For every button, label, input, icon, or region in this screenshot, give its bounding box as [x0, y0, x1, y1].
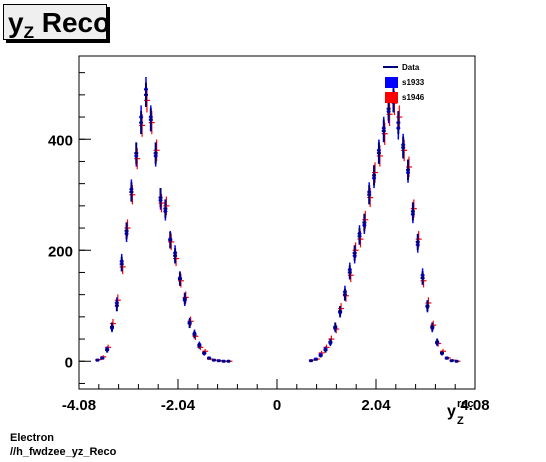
legend-s1946-label: s1946 [402, 93, 425, 102]
data-point [318, 353, 323, 358]
data-point [323, 347, 328, 353]
x-tick-label: -4.08 [62, 397, 96, 414]
data-point [435, 338, 440, 346]
data-point [420, 271, 425, 285]
data-point [410, 202, 415, 221]
x-tick-label: 4.08 [460, 397, 489, 414]
data-point [333, 322, 338, 332]
data-point [202, 350, 207, 356]
data-point [454, 360, 459, 363]
data-marks [95, 77, 461, 363]
data-point [396, 111, 401, 135]
data-point [357, 228, 362, 245]
data-point [187, 318, 192, 329]
data-point [313, 358, 318, 361]
data-point [182, 292, 187, 305]
data-point [129, 182, 134, 202]
data-point [221, 360, 226, 363]
data-point [216, 359, 221, 362]
data-point [95, 359, 100, 362]
data-point [124, 222, 129, 240]
data-point [381, 119, 386, 143]
data-point [338, 306, 343, 317]
plot-frame [78, 55, 476, 390]
data-point [177, 272, 182, 286]
footer-electron: Electron [10, 432, 55, 444]
axes-group: -4.08 -2.04 0 2.04 4.08 0 200 400 [48, 72, 490, 414]
data-point [406, 159, 411, 181]
data-point [110, 322, 114, 332]
data-point [207, 357, 212, 360]
data-point [119, 256, 124, 272]
legend-s1933-swatch [385, 77, 398, 88]
data-point [139, 111, 144, 135]
data-point [352, 245, 357, 261]
data-point [440, 350, 444, 356]
x-axis-label-main: y [447, 403, 456, 420]
data-point [347, 265, 352, 280]
data-point [163, 199, 168, 218]
x-tick-label: -2.04 [161, 397, 196, 414]
legend: Data s1933 s1946 [383, 63, 425, 103]
footer-histogram-path: //h_fwdzee_yz_Reco [10, 446, 117, 458]
data-point [134, 142, 139, 164]
data-point [376, 142, 381, 164]
data-point [449, 359, 454, 362]
chart-title: yZ Reco [3, 4, 111, 42]
data-point [105, 347, 110, 353]
y-tick-label: 0 [65, 354, 73, 371]
data-point [211, 359, 216, 362]
data-point [114, 300, 119, 312]
data-point [362, 213, 367, 232]
data-point [192, 330, 197, 339]
data-point [143, 82, 148, 108]
data-point [100, 357, 105, 360]
data-point [158, 187, 163, 208]
data-point [168, 232, 173, 249]
title-rest: Reco [33, 7, 111, 38]
data-point [430, 322, 435, 332]
x-axis-label-subscript: Z [457, 415, 464, 427]
title-main: y [8, 7, 24, 38]
x-tick-label: 0 [273, 397, 281, 414]
x-axis-label-superscript: rec [457, 398, 474, 410]
title-subscript: Z [23, 23, 34, 42]
data-point [328, 338, 333, 346]
data-point [226, 360, 231, 363]
data-point [197, 342, 202, 349]
data-point [415, 233, 420, 251]
x-tick-label: 2.04 [361, 397, 391, 414]
data-point [372, 165, 377, 186]
y-tick-label: 200 [48, 243, 73, 260]
data-point [425, 300, 430, 312]
data-point [342, 288, 347, 301]
data-point [153, 142, 158, 164]
data-point [401, 136, 406, 159]
data-point [173, 248, 178, 264]
legend-s1946-swatch [385, 92, 398, 103]
data-point [308, 359, 313, 362]
data-point [367, 185, 372, 205]
legend-s1933-label: s1933 [402, 78, 425, 87]
legend-data-label: Data [402, 63, 420, 72]
y-tick-label: 400 [48, 132, 73, 149]
data-point [444, 357, 449, 360]
data-point [148, 108, 153, 132]
x-axis-label: y rec Z [447, 398, 474, 427]
